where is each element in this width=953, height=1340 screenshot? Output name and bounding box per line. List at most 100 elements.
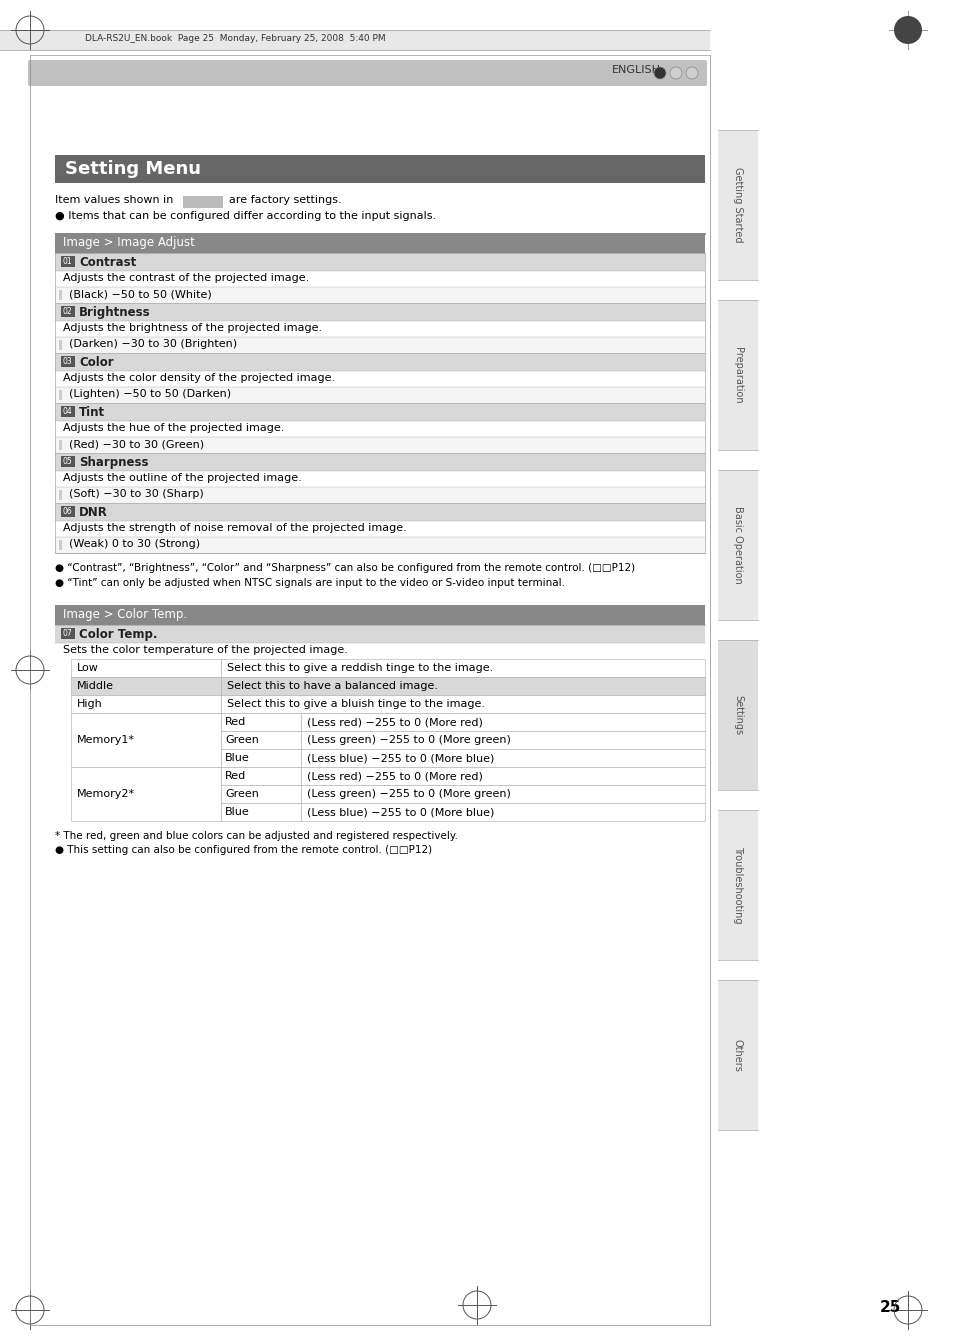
Text: Select this to have a balanced image.: Select this to have a balanced image. bbox=[227, 681, 437, 691]
Bar bbox=[221, 659, 704, 677]
Text: (Red) −30 to 30 (Green): (Red) −30 to 30 (Green) bbox=[69, 440, 204, 449]
Text: High: High bbox=[77, 699, 103, 709]
Text: (Less blue) −255 to 0 (More blue): (Less blue) −255 to 0 (More blue) bbox=[307, 753, 494, 762]
Text: 03: 03 bbox=[62, 356, 71, 366]
Bar bbox=[301, 766, 704, 785]
Bar bbox=[61, 507, 75, 517]
Text: Settings: Settings bbox=[732, 695, 742, 736]
Bar bbox=[221, 803, 301, 821]
Bar bbox=[61, 456, 75, 468]
Text: ENGLISH: ENGLISH bbox=[612, 66, 660, 75]
Bar bbox=[301, 803, 704, 821]
Text: Sets the color temperature of the projected image.: Sets the color temperature of the projec… bbox=[63, 645, 348, 655]
Bar bbox=[59, 440, 62, 450]
Bar bbox=[221, 677, 704, 695]
Bar bbox=[718, 300, 758, 450]
Text: Adjusts the brightness of the projected image.: Adjusts the brightness of the projected … bbox=[63, 323, 322, 334]
Text: Adjusts the contrast of the projected image.: Adjusts the contrast of the projected im… bbox=[63, 273, 309, 283]
Bar bbox=[55, 624, 704, 643]
Text: Green: Green bbox=[225, 736, 258, 745]
FancyBboxPatch shape bbox=[28, 60, 706, 86]
Bar bbox=[61, 306, 75, 318]
Bar bbox=[55, 421, 704, 437]
Text: 06: 06 bbox=[62, 507, 71, 516]
Bar bbox=[61, 628, 75, 639]
Text: Adjusts the outline of the projected image.: Adjusts the outline of the projected ima… bbox=[63, 473, 301, 482]
Bar bbox=[55, 287, 704, 303]
Text: Blue: Blue bbox=[225, 807, 250, 817]
Text: (Less green) −255 to 0 (More green): (Less green) −255 to 0 (More green) bbox=[307, 789, 511, 799]
Text: ● This setting can also be configured from the remote control. (□□P12): ● This setting can also be configured fr… bbox=[55, 846, 432, 855]
Bar bbox=[221, 749, 301, 766]
Bar bbox=[59, 289, 62, 300]
Text: DLA-RS2U_EN.book  Page 25  Monday, February 25, 2008  5:40 PM: DLA-RS2U_EN.book Page 25 Monday, Februar… bbox=[85, 34, 385, 43]
Bar bbox=[55, 303, 704, 322]
Text: 01: 01 bbox=[62, 257, 71, 267]
Text: Adjusts the strength of noise removal of the projected image.: Adjusts the strength of noise removal of… bbox=[63, 523, 406, 533]
Bar bbox=[301, 785, 704, 803]
Text: Memory2*: Memory2* bbox=[77, 789, 135, 799]
Text: are factory settings.: are factory settings. bbox=[229, 196, 341, 205]
Text: Getting Started: Getting Started bbox=[732, 168, 742, 243]
Text: DNR: DNR bbox=[79, 507, 108, 519]
Text: Memory1*: Memory1* bbox=[77, 736, 135, 745]
Bar bbox=[55, 537, 704, 553]
Text: Contrast: Contrast bbox=[79, 256, 136, 269]
Bar bbox=[55, 233, 704, 253]
Text: Color Temp.: Color Temp. bbox=[79, 628, 157, 641]
Text: Sharpness: Sharpness bbox=[79, 456, 149, 469]
Circle shape bbox=[654, 67, 665, 79]
Text: 05: 05 bbox=[62, 457, 71, 466]
Text: Image > Image Adjust: Image > Image Adjust bbox=[63, 236, 194, 249]
Bar bbox=[718, 809, 758, 959]
Text: (Less red) −255 to 0 (More red): (Less red) −255 to 0 (More red) bbox=[307, 770, 482, 781]
Text: Blue: Blue bbox=[225, 753, 250, 762]
Text: Setting Menu: Setting Menu bbox=[65, 159, 201, 178]
Text: Image > Color Temp.: Image > Color Temp. bbox=[63, 608, 187, 620]
Bar bbox=[183, 196, 223, 208]
Bar bbox=[718, 641, 758, 791]
Bar bbox=[55, 271, 704, 287]
Bar bbox=[71, 713, 221, 766]
Bar bbox=[55, 352, 704, 371]
Bar bbox=[71, 659, 221, 677]
Bar bbox=[221, 732, 301, 749]
Text: 25: 25 bbox=[879, 1300, 901, 1315]
Text: ● Items that can be configured differ according to the input signals.: ● Items that can be configured differ ac… bbox=[55, 210, 436, 221]
Bar bbox=[718, 641, 758, 791]
Bar bbox=[0, 29, 709, 50]
Circle shape bbox=[685, 67, 698, 79]
Bar bbox=[59, 340, 62, 350]
Text: (Less blue) −255 to 0 (More blue): (Less blue) −255 to 0 (More blue) bbox=[307, 807, 494, 817]
Bar bbox=[55, 486, 704, 502]
Text: Red: Red bbox=[225, 717, 246, 728]
Text: 04: 04 bbox=[62, 407, 71, 415]
Text: 07: 07 bbox=[62, 628, 71, 638]
Text: (Less green) −255 to 0 (More green): (Less green) −255 to 0 (More green) bbox=[307, 736, 511, 745]
Bar bbox=[59, 390, 62, 401]
Bar bbox=[718, 130, 758, 280]
Bar bbox=[718, 470, 758, 620]
Bar bbox=[55, 253, 704, 271]
Bar bbox=[55, 403, 704, 421]
Bar bbox=[61, 356, 75, 367]
Text: * The red, green and blue colors can be adjusted and registered respectively.: * The red, green and blue colors can be … bbox=[55, 831, 457, 842]
Bar bbox=[55, 387, 704, 403]
Text: (Soft) −30 to 30 (Sharp): (Soft) −30 to 30 (Sharp) bbox=[69, 489, 204, 498]
Text: (Lighten) −50 to 50 (Darken): (Lighten) −50 to 50 (Darken) bbox=[69, 389, 231, 399]
Bar bbox=[61, 406, 75, 417]
Text: Adjusts the color density of the projected image.: Adjusts the color density of the project… bbox=[63, 373, 335, 383]
Text: ● “Tint” can only be adjusted when NTSC signals are input to the video or S-vide: ● “Tint” can only be adjusted when NTSC … bbox=[55, 578, 564, 588]
Text: Brightness: Brightness bbox=[79, 306, 151, 319]
Bar bbox=[71, 677, 221, 695]
Bar bbox=[301, 732, 704, 749]
Bar bbox=[55, 253, 704, 553]
Text: Select this to give a reddish tinge to the image.: Select this to give a reddish tinge to t… bbox=[227, 663, 493, 673]
Text: Item values shown in: Item values shown in bbox=[55, 196, 173, 205]
Bar bbox=[30, 62, 704, 84]
Text: (Black) −50 to 50 (White): (Black) −50 to 50 (White) bbox=[69, 289, 212, 299]
Bar bbox=[55, 322, 704, 336]
Bar bbox=[55, 336, 704, 352]
Bar bbox=[59, 490, 62, 500]
Bar bbox=[718, 980, 758, 1130]
